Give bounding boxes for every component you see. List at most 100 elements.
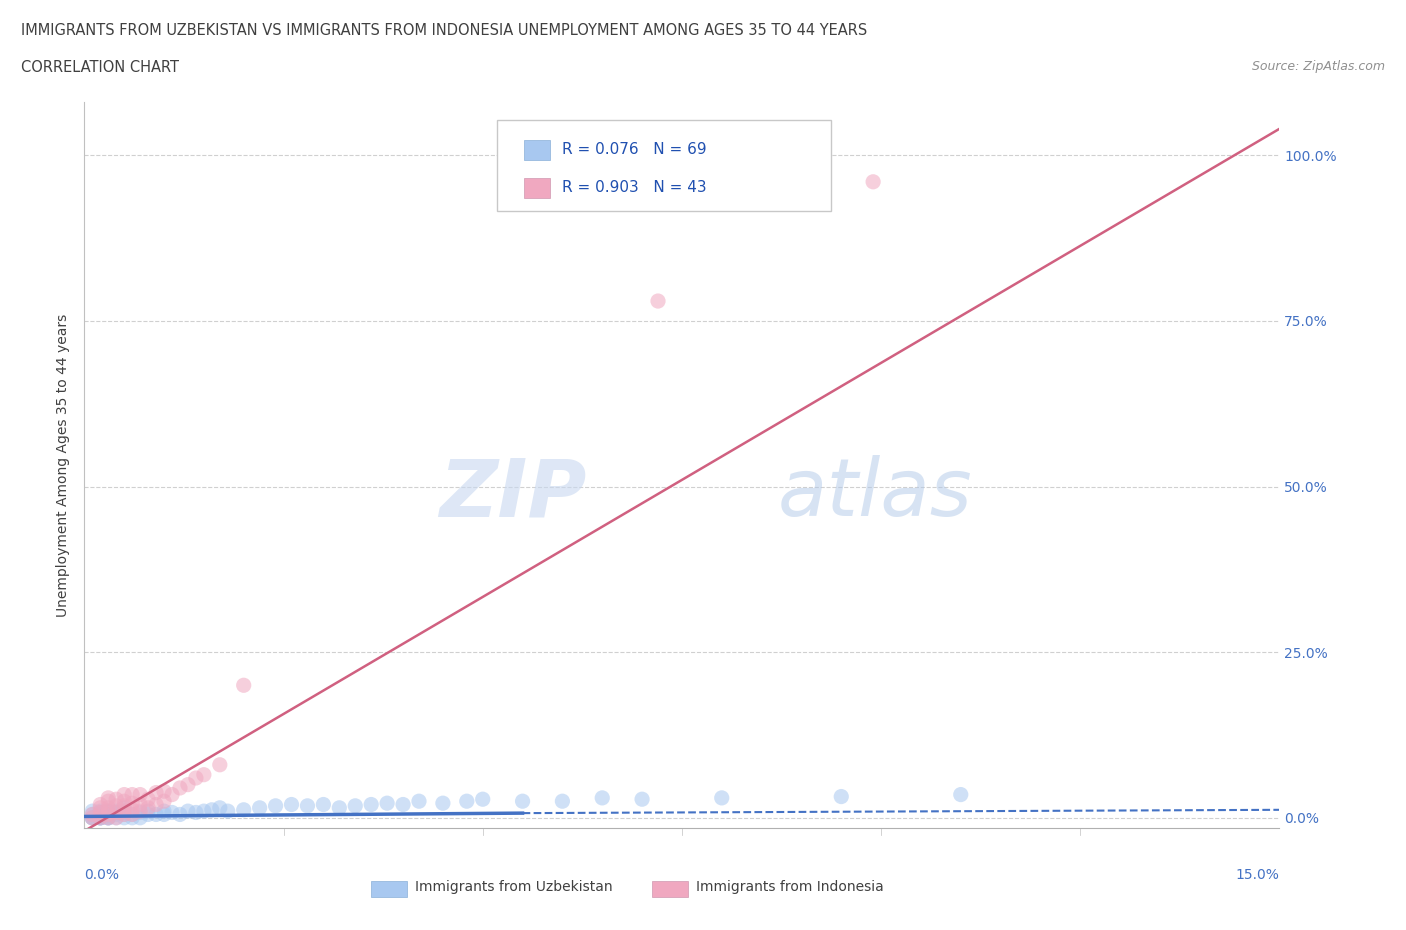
Point: [551, 794, 574, 809]
Text: Immigrants from Indonesia: Immigrants from Indonesia: [696, 880, 884, 894]
Point: [153, 794, 176, 809]
Text: Source: ZipAtlas.com: Source: ZipAtlas.com: [1251, 60, 1385, 73]
Point: [145, 807, 167, 822]
Point: [160, 805, 183, 820]
Text: atlas: atlas: [778, 455, 973, 533]
Point: [249, 801, 271, 816]
Point: [160, 787, 183, 802]
Point: [89, 801, 111, 816]
Point: [105, 805, 128, 820]
Point: [89, 810, 111, 825]
Point: [121, 787, 143, 802]
Point: [112, 805, 135, 820]
Point: [112, 798, 135, 813]
Point: [89, 810, 111, 825]
Point: [136, 804, 159, 818]
Point: [710, 790, 733, 805]
Point: [949, 787, 972, 802]
Point: [121, 803, 143, 817]
Point: [360, 797, 382, 812]
Point: [169, 780, 191, 795]
Point: [97, 804, 120, 818]
Point: [105, 791, 128, 806]
Point: [129, 787, 152, 802]
Point: [184, 771, 207, 786]
Point: [392, 797, 415, 812]
Point: [89, 807, 111, 822]
Point: [145, 785, 167, 800]
Point: [208, 757, 231, 772]
Point: [89, 805, 111, 820]
Point: [153, 784, 176, 799]
Point: [328, 801, 350, 816]
Point: [312, 797, 335, 812]
Y-axis label: Unemployment Among Ages 35 to 44 years: Unemployment Among Ages 35 to 44 years: [56, 313, 70, 617]
Point: [97, 807, 120, 822]
Point: [82, 807, 104, 822]
Point: [112, 794, 135, 809]
Point: [105, 807, 128, 822]
Point: [89, 810, 111, 825]
Point: [129, 797, 152, 812]
Point: [97, 794, 120, 809]
Point: [193, 804, 215, 818]
Point: [184, 805, 207, 820]
Point: [193, 767, 215, 782]
Point: [82, 810, 104, 825]
Point: [82, 810, 104, 825]
Point: [177, 777, 200, 792]
Point: [112, 807, 135, 822]
Point: [82, 804, 104, 818]
Point: [129, 804, 152, 818]
Point: [432, 796, 454, 811]
Point: [280, 797, 302, 812]
Point: [297, 798, 319, 813]
Point: [591, 790, 613, 805]
Point: [862, 174, 884, 189]
Point: [97, 807, 120, 822]
Point: [129, 810, 152, 825]
Point: [89, 804, 111, 818]
Point: [97, 804, 120, 818]
Text: R = 0.076   N = 69: R = 0.076 N = 69: [562, 142, 707, 157]
Point: [830, 790, 852, 804]
Point: [112, 801, 135, 816]
Point: [112, 810, 135, 825]
FancyBboxPatch shape: [496, 121, 831, 211]
Point: [89, 807, 111, 822]
Point: [121, 810, 143, 825]
Point: [217, 804, 239, 818]
Point: [201, 803, 224, 817]
Point: [97, 810, 120, 825]
Point: [456, 794, 478, 809]
Point: [82, 807, 104, 822]
FancyBboxPatch shape: [371, 881, 408, 897]
Point: [136, 791, 159, 806]
Point: [169, 807, 191, 822]
Point: [97, 805, 120, 820]
Point: [208, 801, 231, 816]
Point: [177, 804, 200, 818]
Point: [89, 810, 111, 825]
Text: Immigrants from Uzbekistan: Immigrants from Uzbekistan: [415, 880, 613, 894]
Point: [121, 796, 143, 811]
Text: R = 0.903   N = 43: R = 0.903 N = 43: [562, 179, 707, 194]
Point: [112, 804, 135, 818]
Point: [121, 807, 143, 822]
Text: IMMIGRANTS FROM UZBEKISTAN VS IMMIGRANTS FROM INDONESIA UNEMPLOYMENT AMONG AGES : IMMIGRANTS FROM UZBEKISTAN VS IMMIGRANTS…: [21, 23, 868, 38]
Point: [105, 810, 128, 825]
Point: [97, 810, 120, 825]
Point: [105, 804, 128, 818]
Point: [112, 804, 135, 818]
Point: [105, 810, 128, 825]
Point: [105, 805, 128, 820]
Point: [344, 798, 367, 813]
Point: [82, 810, 104, 825]
Text: CORRELATION CHART: CORRELATION CHART: [21, 60, 179, 75]
Point: [97, 810, 120, 825]
Point: [136, 801, 159, 816]
Text: ZIP: ZIP: [439, 455, 586, 533]
Point: [112, 807, 135, 822]
Point: [97, 810, 120, 825]
FancyBboxPatch shape: [524, 178, 550, 198]
